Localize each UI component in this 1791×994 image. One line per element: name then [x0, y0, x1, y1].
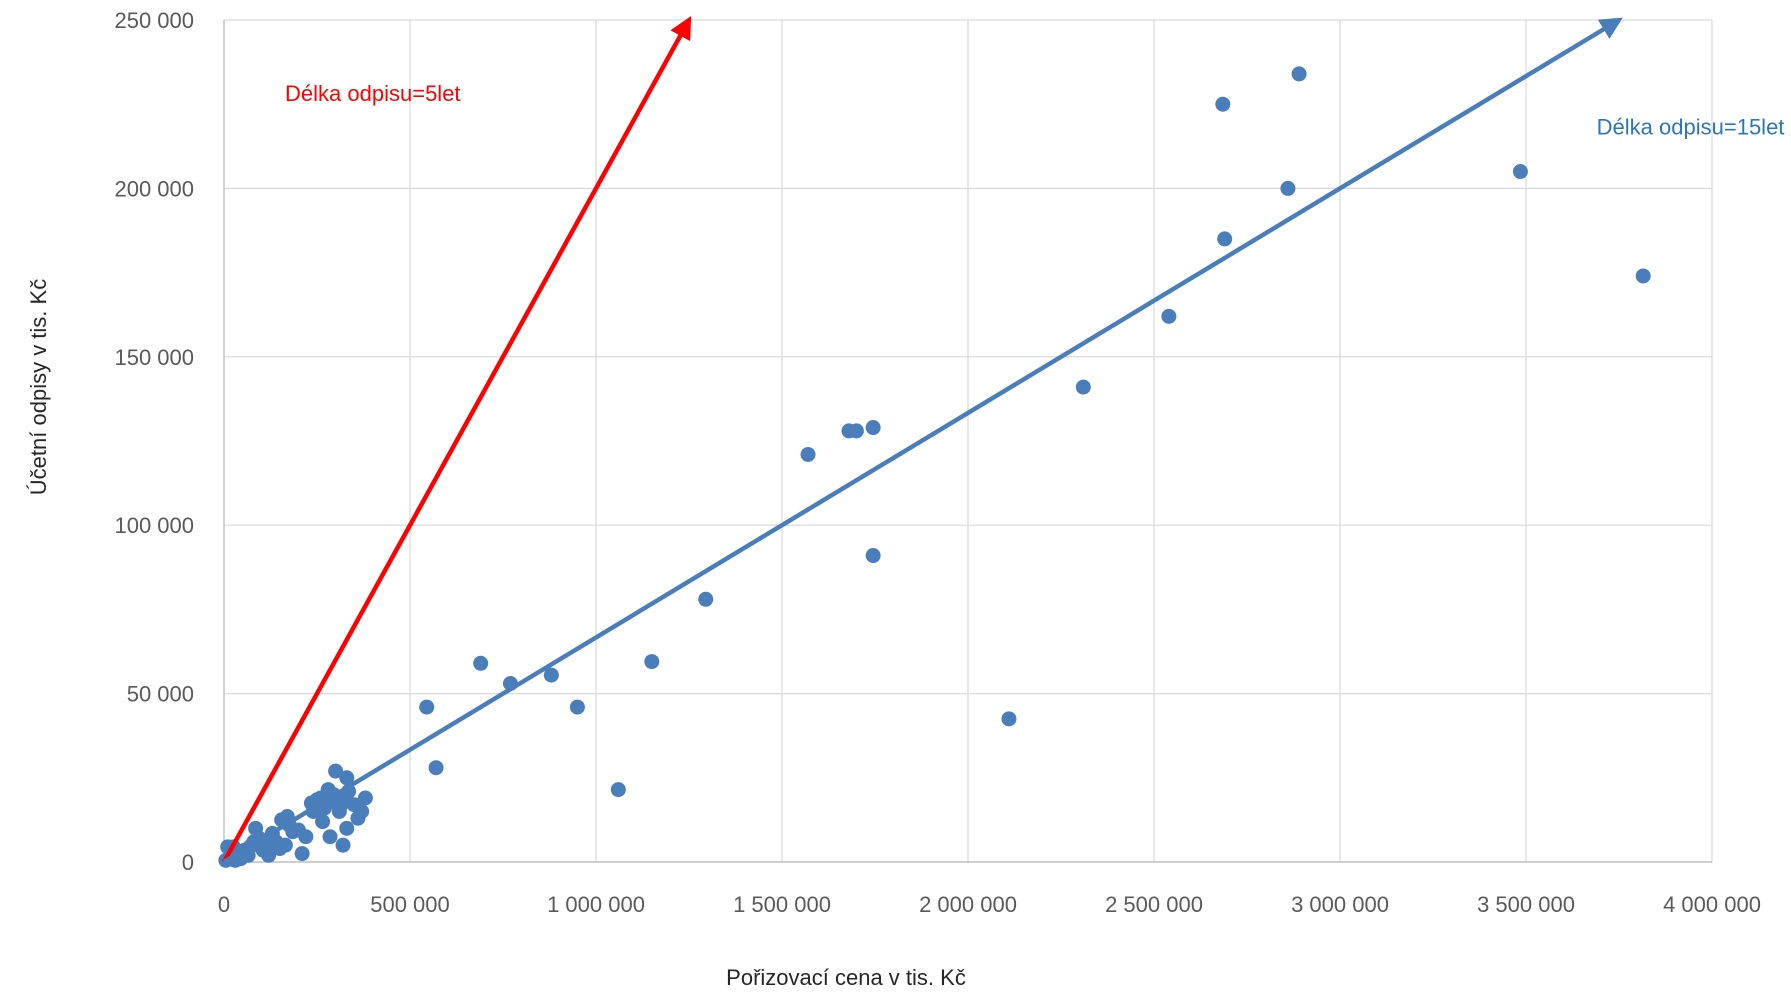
x-tick-label: 500 000 — [370, 892, 450, 917]
x-tick-label: 1 500 000 — [733, 892, 831, 917]
annotation-label: Délka odpisu=15let — [1597, 115, 1785, 140]
data-point — [865, 420, 881, 436]
data-point — [294, 846, 310, 862]
data-point — [569, 699, 585, 715]
x-axis-title: Pořizovací cena v tis. Kč — [726, 965, 966, 989]
data-point — [335, 837, 351, 853]
annotations: Délka odpisu=5let Délka odpisu=15let — [222, 16, 1785, 864]
y-tick-label: 100 000 — [114, 513, 194, 538]
data-point — [346, 797, 362, 813]
y-tick-label: 200 000 — [114, 176, 194, 201]
data-point — [419, 699, 435, 715]
data-point — [841, 423, 857, 439]
data-point — [1291, 66, 1307, 82]
x-tick-label: 2 500 000 — [1105, 892, 1203, 917]
x-tick-label: 3 500 000 — [1477, 892, 1575, 917]
annotation-arrow — [222, 17, 1623, 864]
y-tick-label: 50 000 — [127, 682, 194, 707]
data-point — [1001, 711, 1017, 727]
data-point — [1217, 231, 1233, 247]
x-tick-label: 3 000 000 — [1291, 892, 1389, 917]
y-tick-label: 150 000 — [114, 345, 194, 370]
data-point — [1280, 180, 1296, 196]
y-axis-title: Účetní odpisy v tis. Kč — [26, 279, 51, 495]
data-point — [357, 790, 373, 806]
data-point — [328, 763, 344, 779]
x-tick-label: 1 000 000 — [547, 892, 645, 917]
data-point — [800, 446, 816, 462]
annotation-label: Délka odpisu=5let — [285, 81, 461, 106]
data-point — [428, 760, 444, 776]
data-point — [610, 782, 626, 798]
data-point — [473, 655, 489, 671]
y-tick-label: 0 — [182, 850, 194, 875]
data-point — [339, 770, 355, 786]
data-point — [339, 820, 355, 836]
axes: 0 500 000 1 000 000 1 500 000 2 000 000 2 500… — [114, 8, 1760, 917]
data-point — [322, 829, 338, 845]
x-tick-label: 2 000 000 — [919, 892, 1017, 917]
data-point — [350, 810, 366, 826]
data-point — [315, 814, 331, 830]
data-point — [543, 667, 559, 683]
data-point — [865, 548, 881, 564]
data-points — [218, 66, 1651, 868]
y-tick-label: 250 000 — [114, 8, 194, 33]
data-point — [1161, 308, 1177, 324]
data-point — [698, 591, 714, 607]
data-point — [1512, 164, 1528, 180]
x-tick-label: 0 — [218, 892, 230, 917]
data-point — [248, 820, 264, 836]
gridlines — [224, 19, 1713, 862]
data-point — [1075, 379, 1091, 395]
x-tick-label: 4 000 000 — [1663, 892, 1761, 917]
data-point — [1215, 96, 1231, 112]
data-point — [644, 654, 660, 670]
data-point — [1635, 268, 1651, 284]
annotation-arrow — [222, 16, 692, 864]
